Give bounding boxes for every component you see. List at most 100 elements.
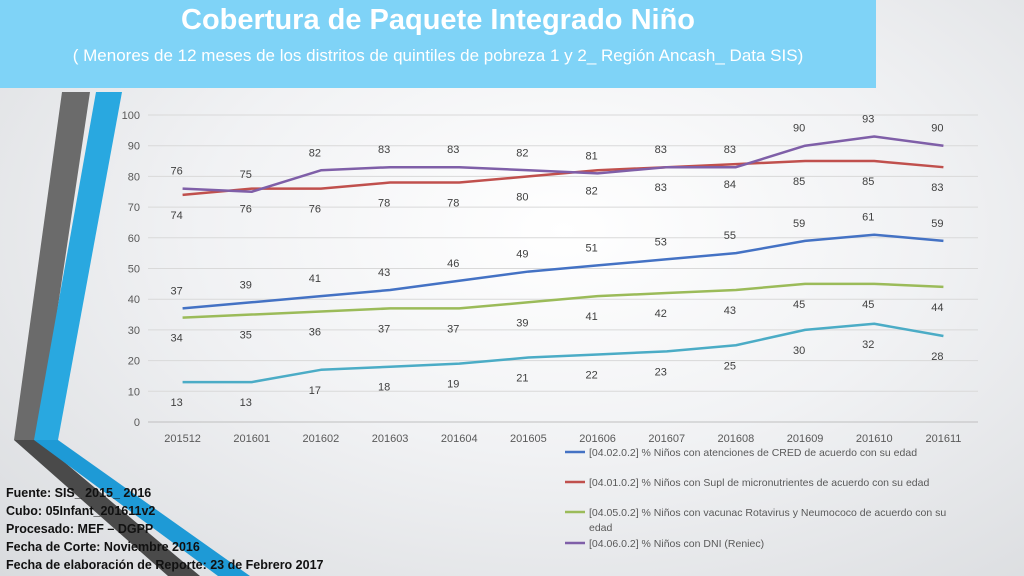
data-label: 21 xyxy=(516,373,528,385)
data-label: 41 xyxy=(585,311,597,323)
data-label: 34 xyxy=(170,333,182,345)
data-label: 76 xyxy=(309,204,321,216)
data-label: 30 xyxy=(793,345,805,357)
data-label: 28 xyxy=(931,351,943,363)
legend-entry-3: [04.06.0.2] % Niños con DNI (Reniec) xyxy=(589,538,764,550)
x-tick-label: 201611 xyxy=(925,433,961,445)
data-label: 55 xyxy=(724,230,736,242)
data-label: 25 xyxy=(724,360,736,372)
data-label: 85 xyxy=(793,176,805,188)
legend: [04.02.0.2] % Niños con atenciones de CR… xyxy=(565,447,946,550)
y-tick-label: 40 xyxy=(128,294,140,306)
data-label: 85 xyxy=(862,176,874,188)
data-label: 32 xyxy=(862,339,874,351)
y-tick-label: 70 xyxy=(128,202,140,214)
gridlines xyxy=(148,114,978,423)
y-tick-label: 90 xyxy=(128,141,140,153)
data-label: 37 xyxy=(378,323,390,335)
data-label: 59 xyxy=(793,218,805,230)
data-label: 43 xyxy=(724,305,736,317)
legend-entry-1: [04.01.0.2] % Niños con Supl de micronut… xyxy=(589,477,929,489)
x-tick-label: 201601 xyxy=(233,433,270,445)
y-axis: 0 10 20 30 40 50 60 70 80 90 100 xyxy=(122,110,140,429)
data-label: 53 xyxy=(655,236,667,248)
data-label: 23 xyxy=(655,366,667,378)
y-tick-label: 30 xyxy=(128,325,140,337)
x-tick-label: 201512 xyxy=(164,433,201,445)
data-label: 75 xyxy=(240,169,252,181)
data-label: 17 xyxy=(309,385,321,397)
data-label: 37 xyxy=(447,323,459,335)
footer-cube: Cubo: 05Infant_201611v2 xyxy=(6,504,156,518)
data-label: 22 xyxy=(585,369,597,381)
gray-stripe-upper xyxy=(14,92,90,440)
data-label: 13 xyxy=(170,397,182,409)
page-subtitle: ( Menores de 12 meses de los distritos d… xyxy=(72,46,804,65)
data-label: 37 xyxy=(170,285,182,297)
data-label: 41 xyxy=(309,273,321,285)
data-label: 83 xyxy=(655,144,667,156)
footer-report-date: Fecha de elaboración de Reporte: 23 de F… xyxy=(6,558,324,572)
data-label: 42 xyxy=(655,308,667,320)
footer-processed: Procesado: MEF – DGPP xyxy=(6,522,154,536)
data-label: 74 xyxy=(170,210,182,222)
data-label: 46 xyxy=(447,258,459,270)
footer-source: Fuente: SIS_ 2015_ 2016 xyxy=(6,486,152,500)
data-label: 19 xyxy=(447,379,459,391)
x-tick-label: 201610 xyxy=(856,433,893,445)
data-label: 39 xyxy=(516,317,528,329)
data-label: 35 xyxy=(240,330,252,342)
series-line-2 xyxy=(182,282,944,319)
data-label: 61 xyxy=(862,212,874,224)
data-label: 51 xyxy=(585,242,597,254)
x-tick-label: 201608 xyxy=(718,433,755,445)
y-tick-label: 100 xyxy=(122,110,140,122)
data-label: 82 xyxy=(309,147,321,159)
series-line-3 xyxy=(182,135,944,193)
title-banner: Cobertura de Paquete Integrado Niño ( Me… xyxy=(0,0,876,88)
data-label: 90 xyxy=(793,123,805,135)
data-label: 44 xyxy=(931,302,943,314)
data-label: 45 xyxy=(862,299,874,311)
series-line-1 xyxy=(182,159,944,197)
data-label: 93 xyxy=(862,113,874,125)
data-label: 83 xyxy=(378,144,390,156)
x-tick-label: 201602 xyxy=(303,433,340,445)
data-label: 49 xyxy=(516,249,528,261)
data-label: 43 xyxy=(378,267,390,279)
footer-info: Fuente: SIS_ 2015_ 2016 Cubo: 05Infant_2… xyxy=(6,484,366,574)
data-label: 82 xyxy=(516,147,528,159)
x-tick-label: 201605 xyxy=(510,433,547,445)
data-label: 83 xyxy=(447,144,459,156)
x-tick-label: 201603 xyxy=(372,433,409,445)
data-label: 83 xyxy=(931,182,943,194)
y-tick-label: 50 xyxy=(128,264,140,276)
series-line-4 xyxy=(182,322,944,384)
x-tick-label: 201607 xyxy=(648,433,685,445)
blue-stripe-lower xyxy=(34,440,250,576)
legend-entry-2: [04.05.0.2] % Niños con vacunac Rotaviru… xyxy=(589,507,946,519)
x-axis: 201512 201601 201602 201603 201604 201605 2016… xyxy=(164,433,961,445)
y-tick-label: 80 xyxy=(128,171,140,183)
blue-stripe-upper xyxy=(34,92,122,440)
legend-entry-2: edad xyxy=(589,522,613,534)
data-labels: 37 39 41 43 46 49 51 53 55 59 61 59 74 76 76 78 78 80 82 83… xyxy=(170,113,943,409)
data-label: 78 xyxy=(378,198,390,210)
series-line-0 xyxy=(182,233,944,310)
y-tick-label: 0 xyxy=(134,417,140,429)
data-label: 83 xyxy=(724,144,736,156)
data-label: 83 xyxy=(655,182,667,194)
y-tick-label: 10 xyxy=(128,386,140,398)
y-tick-label: 20 xyxy=(128,356,140,368)
y-tick-label: 60 xyxy=(128,233,140,245)
data-label: 82 xyxy=(585,185,597,197)
data-label: 76 xyxy=(170,166,182,178)
page-title: Cobertura de Paquete Integrado Niño xyxy=(181,4,695,36)
data-label: 81 xyxy=(585,150,597,162)
data-label: 76 xyxy=(240,204,252,216)
x-tick-label: 201604 xyxy=(441,433,478,445)
gray-stripe-lower xyxy=(14,440,200,576)
data-label: 84 xyxy=(724,179,736,191)
